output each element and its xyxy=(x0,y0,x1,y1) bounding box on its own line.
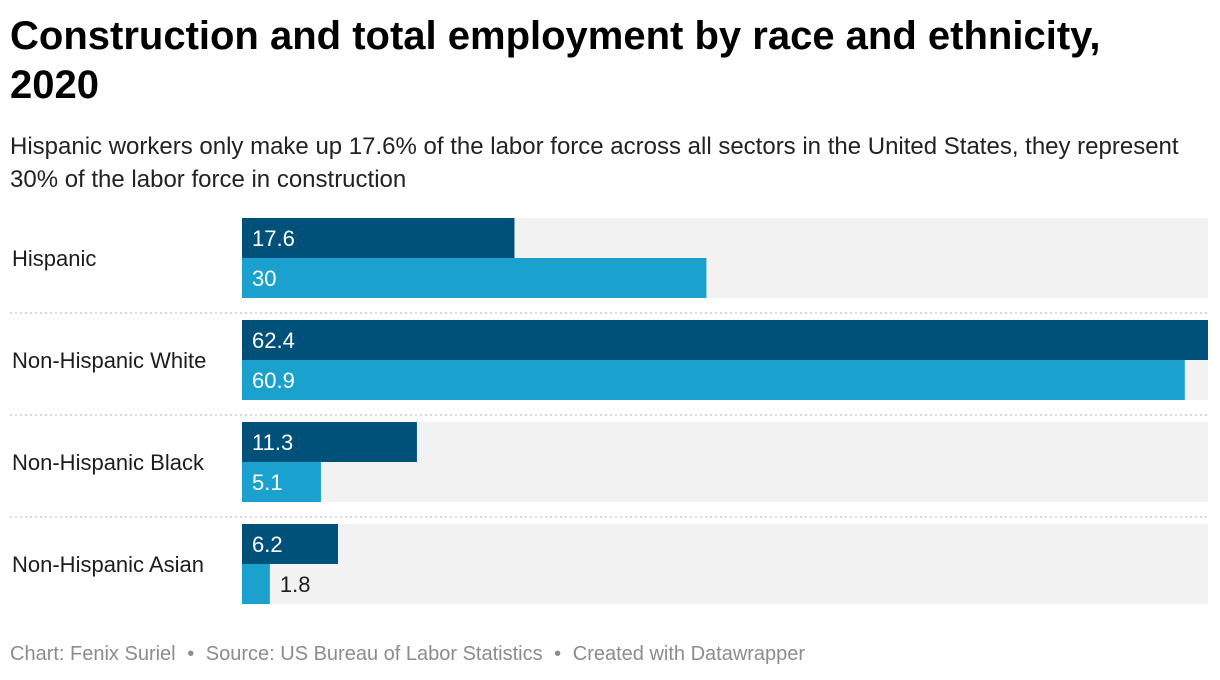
bar-value-label: 11.3 xyxy=(252,430,293,455)
bar-value-label: 5.1 xyxy=(252,470,283,495)
category-label: Non-Hispanic White xyxy=(12,348,206,373)
bar xyxy=(242,524,338,564)
bar-value-label: 17.6 xyxy=(252,226,295,251)
bar xyxy=(242,320,1208,360)
bar xyxy=(242,564,270,604)
chart-title: Construction and total employment by rac… xyxy=(10,14,1101,107)
datawrapper-credit: Created with Datawrapper xyxy=(572,643,806,665)
bar xyxy=(242,258,707,298)
bar-value-label: 30 xyxy=(252,266,276,291)
bar-value-label: 60.9 xyxy=(252,368,295,393)
category-label: Non-Hispanic Black xyxy=(12,450,205,475)
bar-value-label: 62.4 xyxy=(252,328,295,353)
bar-chart: Hispanic 17.6 30 Non-Hispanic White 62.4 60.9… xyxy=(10,218,1208,604)
bar xyxy=(242,422,417,462)
bar-value-label: 1.8 xyxy=(280,572,311,597)
chart-credit: Chart: Fenix Suriel xyxy=(10,643,176,665)
bar-value-label: 6.2 xyxy=(252,532,283,557)
footer-separator: • xyxy=(554,643,562,665)
category-label: Non-Hispanic Asian xyxy=(12,552,204,577)
chart-footer: Chart: Fenix Suriel • Source: US Bureau … xyxy=(10,643,805,666)
bar-track xyxy=(242,524,1208,604)
chart-subtitle: Hispanic workers only make up 17.6% of t… xyxy=(10,133,1179,193)
footer-separator: • xyxy=(187,643,195,665)
bar xyxy=(242,218,515,258)
source-credit: Source: US Bureau of Labor Statistics xyxy=(205,643,543,665)
category-label: Hispanic xyxy=(12,246,96,271)
bar xyxy=(242,360,1185,400)
bar xyxy=(242,462,321,502)
